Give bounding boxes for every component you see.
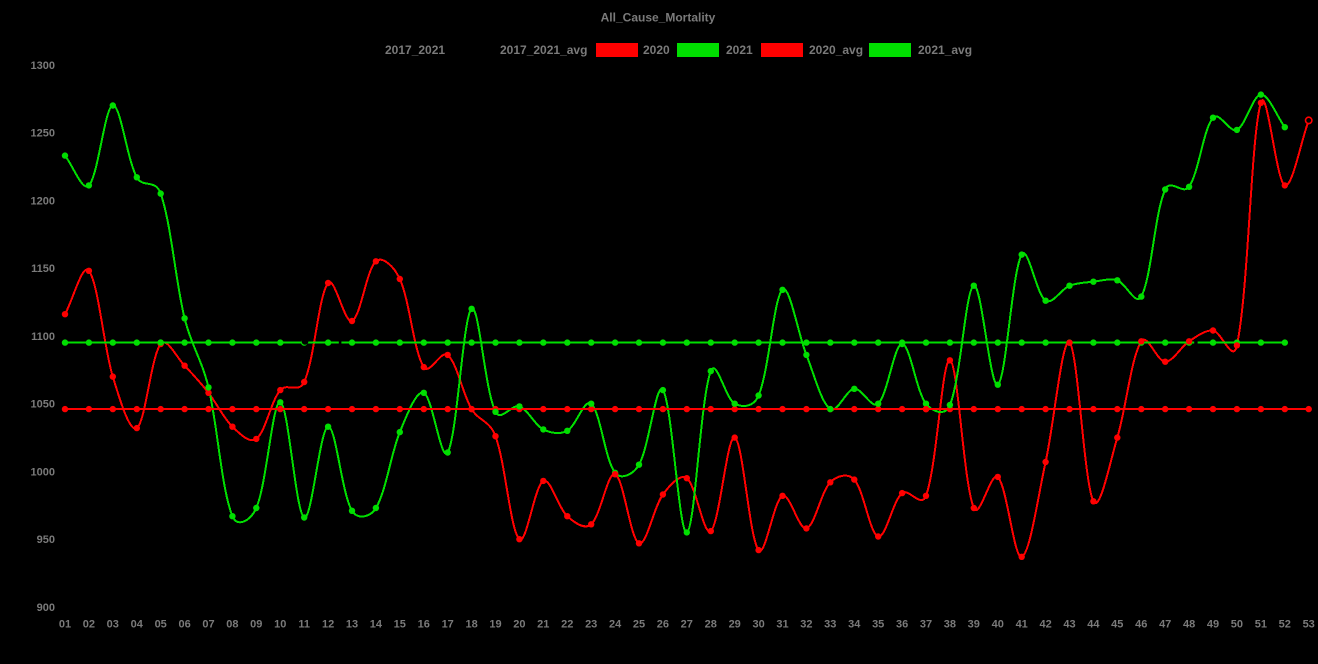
svg-text:40: 40 (992, 619, 1004, 631)
svg-text:19: 19 (489, 619, 501, 631)
svg-text:04: 04 (131, 619, 144, 631)
svg-text:14: 14 (370, 619, 383, 631)
svg-text:30: 30 (752, 619, 764, 631)
svg-text:15: 15 (394, 619, 406, 631)
svg-text:31: 31 (776, 619, 788, 631)
svg-text:16: 16 (418, 619, 430, 631)
svg-text:53: 53 (1303, 619, 1315, 631)
svg-text:2017_2021_avg: 2017_2021_avg (500, 43, 587, 57)
svg-text:35: 35 (872, 619, 884, 631)
svg-text:36: 36 (896, 619, 908, 631)
svg-text:50: 50 (1231, 619, 1243, 631)
svg-text:29: 29 (729, 619, 741, 631)
svg-text:49: 49 (1207, 619, 1219, 631)
svg-text:900: 900 (37, 602, 55, 614)
svg-text:21: 21 (537, 619, 549, 631)
svg-text:26: 26 (657, 619, 669, 631)
svg-text:2021: 2021 (726, 43, 753, 57)
svg-text:12: 12 (322, 619, 334, 631)
svg-text:05: 05 (155, 619, 167, 631)
svg-text:22: 22 (561, 619, 573, 631)
svg-text:1200: 1200 (31, 195, 55, 207)
svg-text:06: 06 (178, 619, 190, 631)
svg-text:25: 25 (633, 619, 645, 631)
svg-text:07: 07 (202, 619, 214, 631)
svg-text:18: 18 (465, 619, 477, 631)
svg-text:47: 47 (1159, 619, 1171, 631)
svg-text:2017_2021: 2017_2021 (385, 43, 445, 57)
svg-text:10: 10 (274, 619, 286, 631)
svg-text:34: 34 (848, 619, 861, 631)
svg-text:46: 46 (1135, 619, 1147, 631)
svg-text:2020: 2020 (643, 43, 670, 57)
svg-text:32: 32 (800, 619, 812, 631)
svg-text:1150: 1150 (31, 263, 55, 275)
svg-text:09: 09 (250, 619, 262, 631)
svg-text:45: 45 (1111, 619, 1123, 631)
svg-text:08: 08 (226, 619, 238, 631)
svg-text:24: 24 (609, 619, 622, 631)
svg-text:02: 02 (83, 619, 95, 631)
svg-text:17: 17 (442, 619, 454, 631)
svg-text:28: 28 (705, 619, 717, 631)
svg-text:1050: 1050 (31, 399, 55, 411)
svg-text:33: 33 (824, 619, 836, 631)
svg-text:20: 20 (513, 619, 525, 631)
svg-text:All_Cause_Mortality: All_Cause_Mortality (601, 11, 716, 25)
svg-text:1000: 1000 (31, 467, 55, 479)
svg-text:2020_avg: 2020_avg (809, 43, 863, 57)
svg-text:51: 51 (1255, 619, 1267, 631)
svg-text:11: 11 (298, 619, 310, 631)
svg-text:44: 44 (1087, 619, 1100, 631)
svg-text:03: 03 (107, 619, 119, 631)
svg-text:48: 48 (1183, 619, 1195, 631)
svg-text:01: 01 (59, 619, 71, 631)
svg-text:37: 37 (920, 619, 932, 631)
svg-text:39: 39 (968, 619, 980, 631)
svg-text:38: 38 (944, 619, 956, 631)
svg-text:1300: 1300 (31, 60, 55, 72)
svg-text:23: 23 (585, 619, 597, 631)
svg-text:52: 52 (1279, 619, 1291, 631)
svg-text:1250: 1250 (31, 128, 55, 140)
svg-text:13: 13 (346, 619, 358, 631)
svg-text:1100: 1100 (31, 331, 55, 343)
svg-text:41: 41 (1016, 619, 1028, 631)
svg-text:42: 42 (1039, 619, 1051, 631)
svg-text:2021_avg: 2021_avg (918, 43, 972, 57)
svg-text:950: 950 (37, 534, 55, 546)
svg-text:43: 43 (1063, 619, 1075, 631)
svg-text:27: 27 (681, 619, 693, 631)
